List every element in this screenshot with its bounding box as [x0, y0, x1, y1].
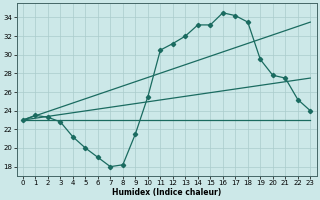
- X-axis label: Humidex (Indice chaleur): Humidex (Indice chaleur): [112, 188, 221, 197]
